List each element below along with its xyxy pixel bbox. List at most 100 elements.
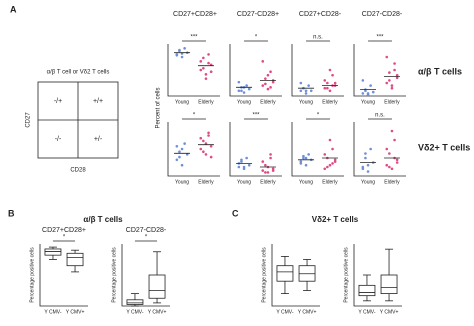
axis: [167, 122, 220, 177]
significance: n.s.: [313, 35, 323, 41]
data-point: [264, 77, 267, 80]
data-point: [266, 73, 270, 77]
x-tick-label: Y CMV+: [148, 309, 167, 315]
data-point: [366, 170, 370, 173]
significance: *: [255, 35, 258, 41]
x-tick-label: Y CMV+: [66, 309, 85, 315]
data-point: [204, 142, 208, 145]
subtitle: CD27+CD28+: [42, 227, 86, 234]
data-point: [180, 147, 184, 151]
data-point: [261, 60, 265, 63]
data-point: [247, 87, 251, 91]
data-point: [388, 152, 391, 155]
data-point: [207, 53, 210, 56]
significance: *: [63, 235, 66, 241]
column-header: CD27-CD28+: [237, 11, 279, 18]
significance: *: [317, 113, 320, 119]
x-tick-label: Young: [175, 99, 189, 105]
x-tick-label: Young: [299, 179, 313, 185]
x-tick-label: Elderly: [384, 179, 400, 185]
row-label: α/β T cells: [418, 66, 462, 76]
box: [66, 252, 84, 267]
data-point: [395, 161, 399, 164]
significance: n.s.: [375, 113, 385, 119]
data-point: [302, 154, 305, 158]
box: [148, 274, 166, 299]
data-point: [245, 84, 248, 87]
data-point: [299, 160, 303, 163]
data-point: [202, 150, 205, 153]
data-point: [183, 47, 186, 50]
panel-label: C: [232, 208, 239, 218]
x-tick-label: Y CMV-: [44, 309, 61, 315]
data-point: [395, 76, 399, 80]
quadrant-cell: +/-: [94, 136, 103, 143]
x-tick-label: Young: [175, 179, 189, 185]
quadrant-y-label: CD27: [26, 112, 32, 128]
data-point: [307, 84, 310, 87]
box: [358, 284, 376, 297]
data-point: [369, 84, 372, 87]
data-point: [202, 66, 205, 70]
data-point: [175, 158, 179, 162]
data-point: [209, 155, 213, 159]
data-point: [323, 79, 327, 82]
data-point: [309, 89, 313, 93]
x-tick-label: Young: [237, 179, 251, 185]
data-point: [390, 84, 394, 87]
data-point: [395, 73, 399, 77]
y-axis-label: Percentage positive cells: [261, 247, 267, 303]
x-tick-label: Elderly: [260, 179, 276, 185]
axis: [353, 44, 406, 97]
data-point: [323, 153, 327, 156]
data-point: [261, 169, 265, 172]
box: [276, 265, 294, 282]
box: [380, 274, 398, 295]
data-point: [304, 156, 308, 160]
data-point: [271, 169, 275, 172]
data-point: [299, 89, 303, 93]
quadrant-title: α/β T cell or Vδ2 T cells: [47, 70, 110, 76]
x-tick-label: Young: [237, 99, 251, 105]
data-point: [185, 153, 189, 156]
x-tick-label: Y CMV-: [126, 309, 143, 315]
data-point: [199, 60, 203, 63]
x-tick-label: Y CMV+: [380, 309, 399, 315]
y-axis-label: Percentage positive cells: [343, 247, 349, 303]
axis: [229, 122, 282, 177]
quadrant-cell: +/+: [93, 98, 103, 105]
data-point: [299, 81, 303, 85]
data-point: [361, 165, 365, 169]
data-point: [199, 68, 203, 72]
data-point: [385, 55, 389, 59]
data-point: [328, 68, 332, 72]
data-point: [333, 160, 337, 163]
column-header: CD27+CD28+: [173, 11, 217, 18]
x-tick-label: Y CMV+: [298, 309, 317, 315]
data-point: [199, 136, 203, 140]
data-point: [242, 165, 246, 169]
axis: [353, 244, 402, 307]
quadrant-cell: -/+: [54, 98, 62, 105]
data-point: [269, 86, 272, 89]
axis: [291, 122, 344, 177]
data-point: [271, 167, 275, 171]
data-point: [331, 73, 334, 77]
data-point: [245, 156, 248, 160]
x-tick-label: Elderly: [260, 99, 276, 105]
data-point: [393, 68, 396, 72]
data-point: [304, 92, 308, 95]
x-tick-label: Elderly: [198, 99, 214, 105]
y-axis-label: Percentage positive cells: [29, 247, 35, 303]
row-label: Vδ2+ T cells: [418, 142, 470, 152]
significance: ***: [376, 35, 384, 41]
axis: [291, 44, 344, 97]
data-point: [266, 87, 270, 91]
data-point: [209, 145, 213, 148]
data-point: [366, 92, 370, 95]
panel-title: Vδ2+ T cells: [312, 215, 359, 224]
data-point: [183, 142, 186, 145]
x-tick-label: Y CMV-: [276, 309, 293, 315]
axis: [271, 244, 320, 307]
